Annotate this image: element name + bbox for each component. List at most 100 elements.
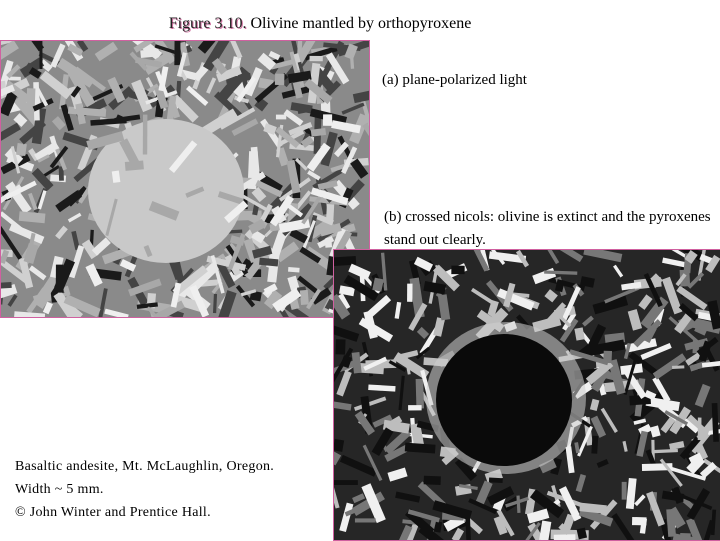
caption-b: (b) crossed nicols: olivine is extinct a… [384, 206, 714, 252]
crystal [251, 245, 273, 259]
crystal [334, 255, 357, 267]
crystal [67, 212, 82, 223]
crystal [582, 315, 594, 327]
crystal [133, 41, 156, 53]
crystal [319, 222, 342, 237]
crystal [311, 212, 334, 226]
crystal [216, 65, 242, 83]
crystal [592, 295, 629, 315]
crystal [68, 85, 84, 110]
crystal [252, 204, 260, 216]
crystal [168, 98, 181, 119]
crystal [437, 294, 451, 321]
crystal [254, 97, 269, 112]
crystal [558, 314, 572, 328]
crystal [1, 122, 21, 149]
crystal [575, 473, 587, 493]
crystal [4, 180, 37, 200]
crystal [67, 43, 84, 57]
crystal [679, 436, 701, 460]
crystal [674, 311, 694, 334]
crystal [272, 287, 302, 313]
crystal [407, 283, 413, 302]
crystal [263, 289, 283, 310]
crystal [14, 311, 46, 317]
crystal [104, 308, 129, 317]
crystal [275, 114, 287, 120]
crystal [263, 283, 278, 295]
crystal [301, 188, 327, 225]
crystal [398, 375, 405, 411]
crystal [58, 166, 64, 181]
crystal [539, 458, 557, 474]
crystal [10, 146, 21, 174]
crystal [622, 440, 628, 452]
crystal [371, 427, 394, 457]
crystal [212, 293, 218, 314]
crystal [699, 461, 718, 479]
crystal [168, 140, 198, 174]
crystal [676, 285, 708, 311]
crystal [652, 353, 687, 380]
crystal [702, 458, 720, 480]
crystal [6, 64, 21, 79]
crystal [684, 316, 720, 334]
crystal [669, 466, 707, 481]
crystal [270, 58, 299, 70]
crystal [53, 290, 79, 317]
crystal [185, 186, 205, 198]
crystal [458, 483, 478, 491]
crystal [451, 527, 465, 540]
crystal [451, 265, 465, 275]
crystal [18, 257, 34, 289]
crystal [623, 357, 638, 395]
crystal [1, 41, 14, 48]
crystal [288, 267, 300, 273]
crystal [18, 211, 46, 224]
crystal [659, 518, 673, 540]
crystal [343, 274, 379, 302]
crystal [689, 358, 714, 372]
crystal [146, 306, 163, 317]
crystal [114, 114, 141, 123]
crystal [679, 269, 691, 287]
caption-label: (b) [384, 209, 402, 225]
crystal [255, 179, 283, 198]
crystal [664, 410, 689, 426]
crystal [596, 458, 609, 469]
crystal [185, 85, 209, 106]
crystal [1, 282, 12, 289]
crystal [697, 417, 702, 441]
crystal [341, 146, 358, 174]
crystal [236, 76, 256, 103]
crystal [297, 61, 305, 74]
crystal [42, 301, 53, 315]
crystal [299, 246, 322, 264]
crystal [698, 340, 713, 363]
crystal [684, 250, 698, 264]
crystal [317, 180, 338, 191]
crystal [216, 290, 237, 317]
crystal [539, 520, 552, 540]
crystal [299, 289, 309, 305]
crystal [240, 289, 257, 297]
crystal [292, 81, 303, 99]
crystal [55, 148, 67, 171]
crystal [686, 414, 710, 437]
crystal [527, 522, 549, 540]
crystal [583, 250, 623, 263]
crystal [477, 250, 490, 271]
crystal [660, 416, 676, 434]
crystal [283, 109, 304, 126]
photo-plane-polarized [0, 40, 370, 318]
crystal [413, 256, 434, 272]
crystal [307, 170, 321, 181]
crystal [638, 294, 653, 310]
crystal [465, 515, 472, 540]
crystal [585, 359, 614, 385]
crystal [686, 455, 705, 475]
crystal [627, 309, 643, 331]
crystal [423, 475, 441, 485]
crystal [433, 521, 443, 533]
